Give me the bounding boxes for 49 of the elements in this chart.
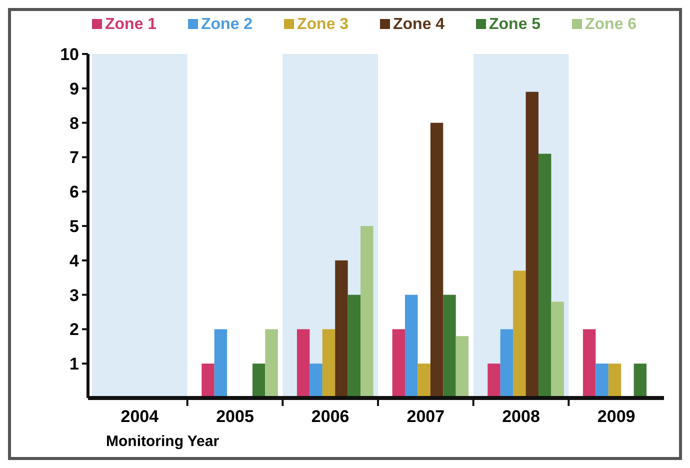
bar — [265, 329, 278, 398]
bar — [214, 329, 228, 398]
y-tick-label: 9 — [70, 79, 79, 98]
bar — [538, 154, 552, 398]
y-tick-label: 2 — [70, 320, 79, 340]
legend-label: Zone 4 — [393, 16, 445, 33]
bar — [360, 226, 374, 398]
x-tick-label: 2004 — [120, 407, 160, 426]
bar — [430, 122, 444, 398]
bar — [322, 329, 336, 398]
x-tick-label: 2008 — [502, 407, 540, 426]
x-tick-label: 2007 — [406, 407, 445, 426]
y-tick-label: 10 — [60, 44, 79, 64]
x-tick-label: 2009 — [597, 407, 636, 426]
bar — [513, 270, 526, 398]
x-tick-label: 2005 — [216, 407, 254, 426]
x-tick-label: 2006 — [311, 407, 350, 426]
legend-label: Zone 3 — [297, 16, 349, 33]
bar — [348, 294, 361, 398]
legend-label: Zone 5 — [489, 16, 541, 33]
legend-label: Zone 6 — [585, 16, 637, 33]
bar — [202, 364, 214, 398]
y-tick-label: 8 — [70, 114, 79, 133]
bar — [418, 364, 430, 398]
legend-label: Zone 1 — [105, 16, 157, 33]
bar — [551, 302, 564, 398]
bar — [335, 260, 348, 398]
bar — [582, 329, 596, 398]
bar — [392, 329, 406, 398]
y-tick-label: 4 — [70, 251, 80, 270]
y-tick-label: 1 — [70, 354, 79, 374]
y-tick-label: 7 — [70, 148, 79, 168]
bar — [608, 364, 622, 398]
bar — [500, 329, 514, 398]
bar — [526, 92, 538, 398]
x-axis-title: Monitoring Year — [106, 433, 220, 450]
bar — [488, 364, 500, 398]
bar — [634, 364, 647, 398]
bar — [596, 364, 608, 398]
bar — [456, 336, 469, 398]
bar — [310, 364, 322, 398]
bar — [252, 364, 266, 398]
bar — [296, 329, 310, 398]
bar — [405, 294, 418, 398]
legend-label: Zone 2 — [201, 16, 253, 33]
bar — [443, 294, 456, 398]
y-tick-label: 3 — [70, 286, 79, 305]
y-tick-label: 6 — [70, 182, 79, 202]
y-tick-label: 5 — [70, 216, 79, 236]
